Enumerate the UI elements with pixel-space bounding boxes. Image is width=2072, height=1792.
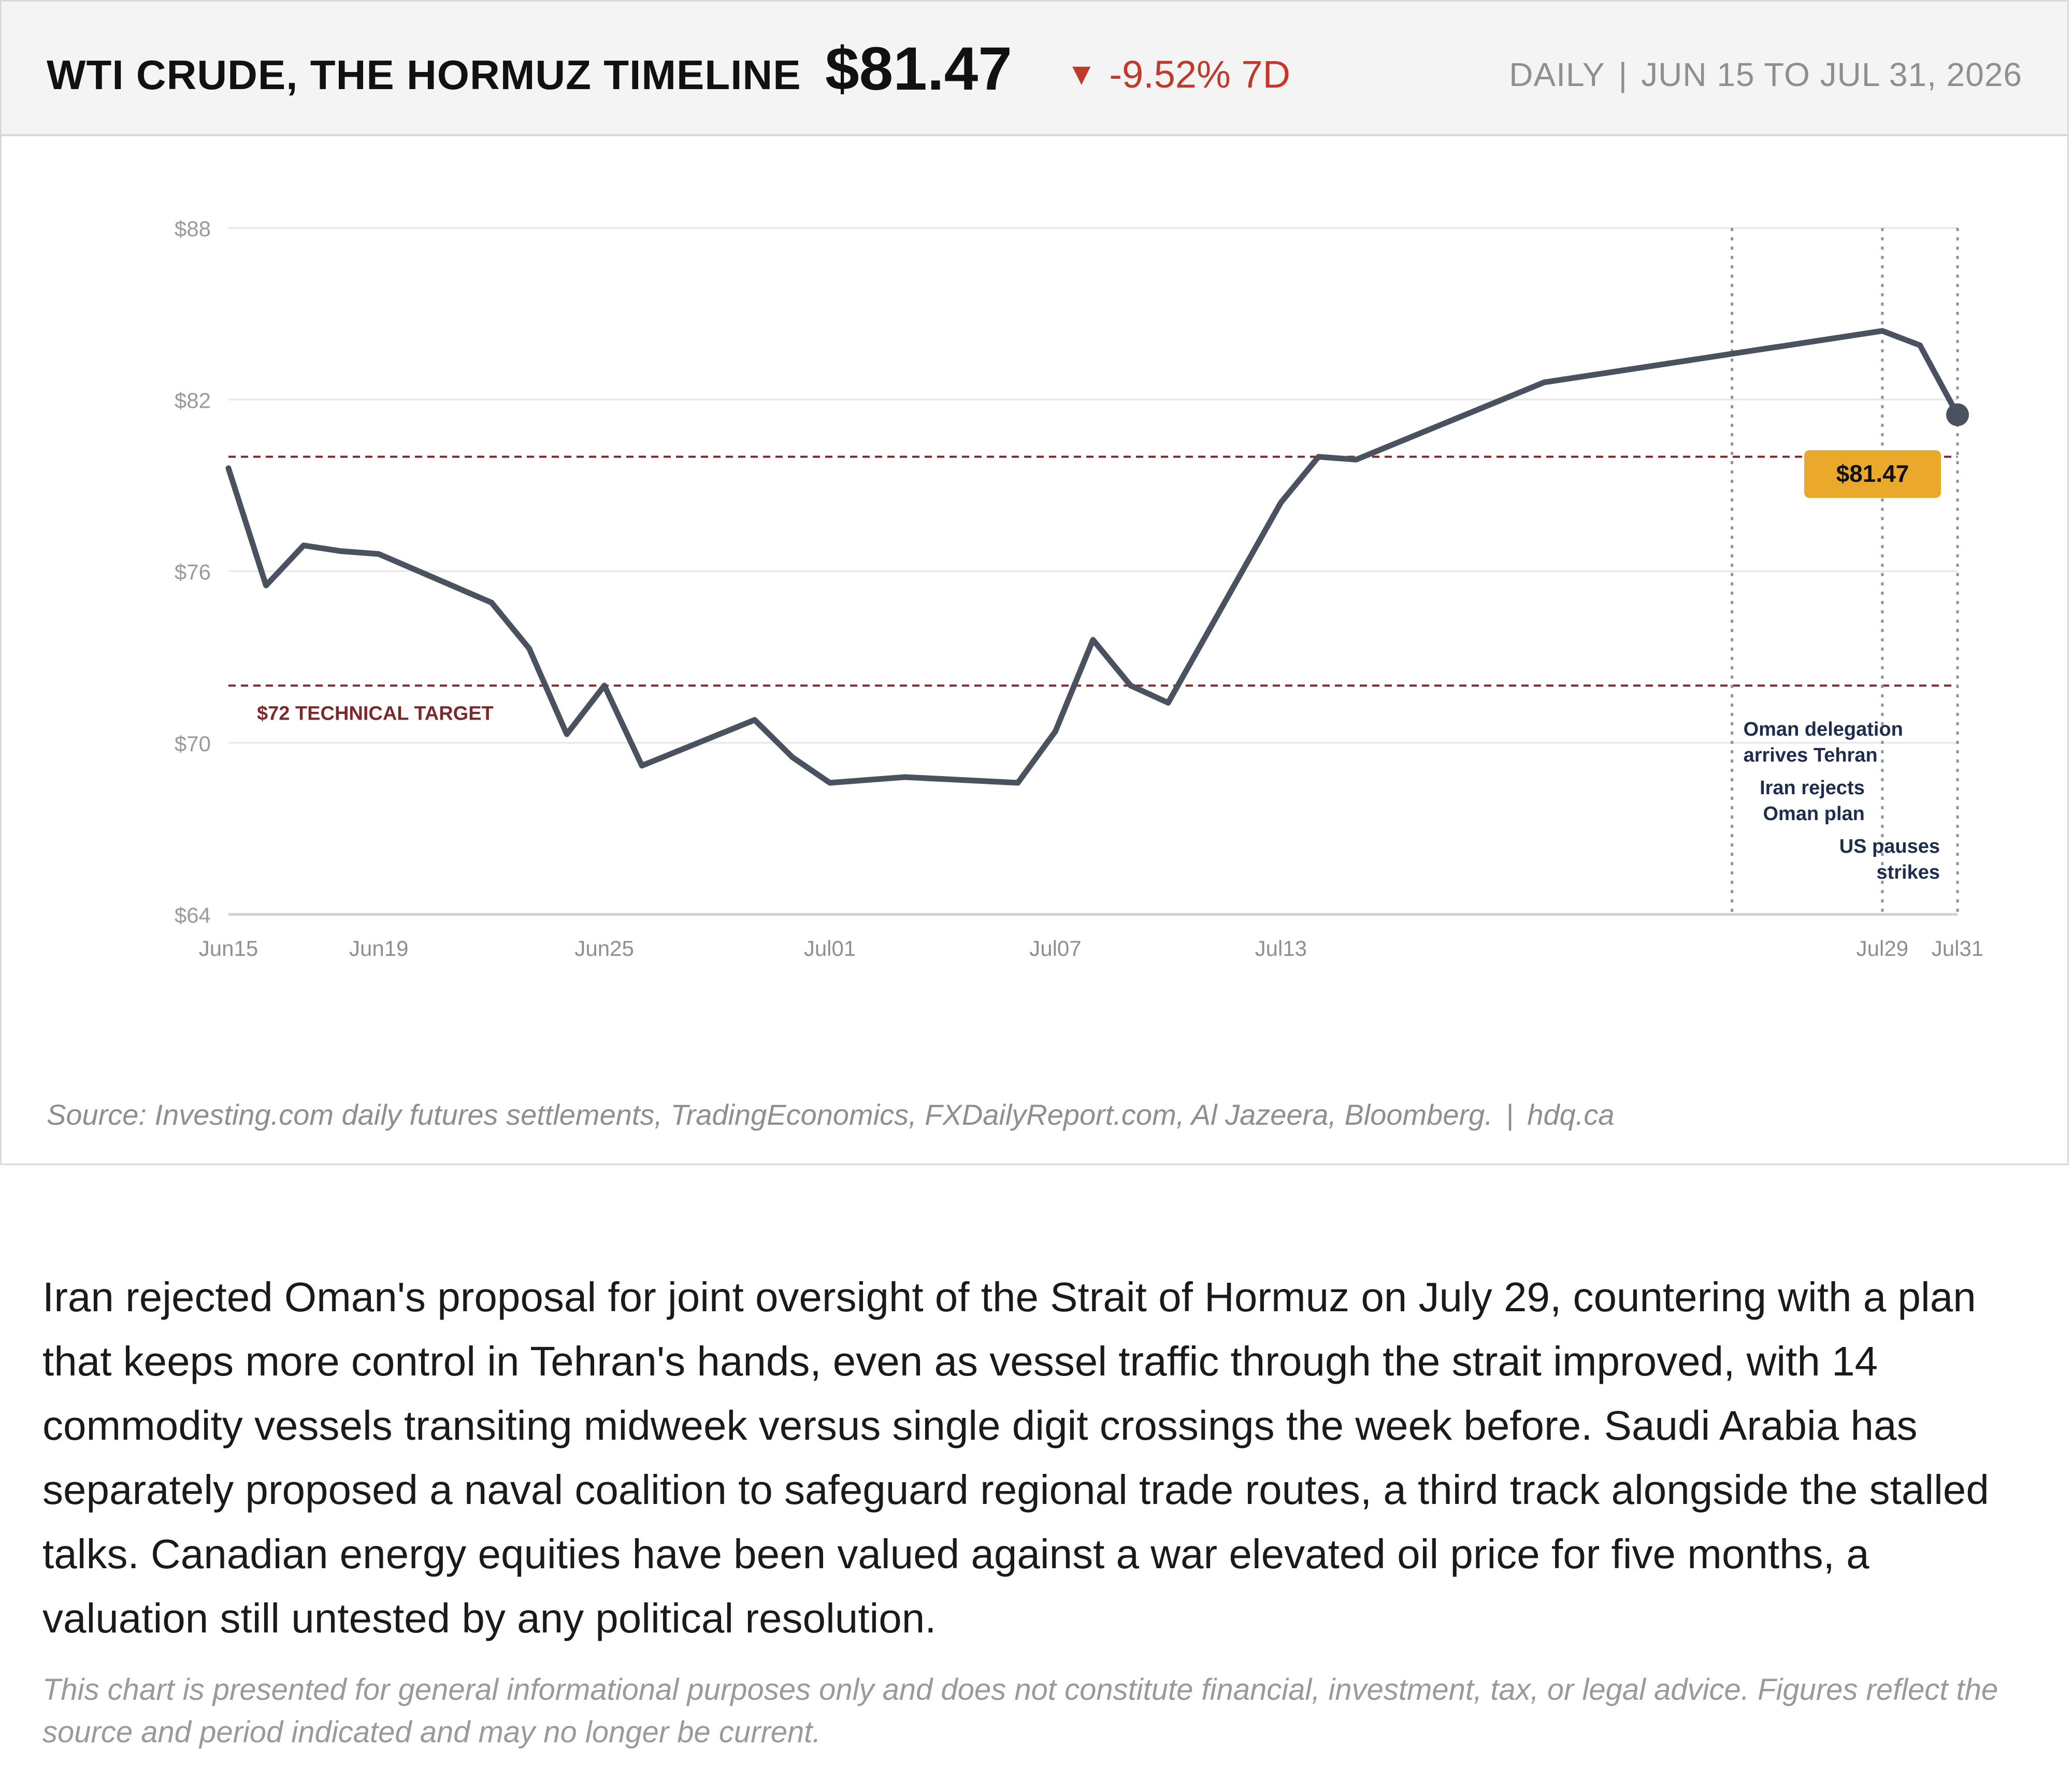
x-tick-label: Jul13	[1255, 936, 1307, 960]
last-value-label: $81.47	[1836, 460, 1909, 487]
event-label-line: Iran rejects	[1760, 777, 1865, 799]
chart-header: WTI CRUDE, THE HORMUZ TIMELINE $81.47 ▼ -…	[2, 2, 2067, 136]
disclaimer: This chart is presented for general info…	[42, 1673, 1998, 1749]
event-label: US pauses strikes	[1839, 836, 1940, 883]
reference-lines: $72 TECHNICAL TARGET	[228, 455, 1958, 724]
frequency-label: DAILY	[1509, 56, 1605, 93]
price-change: ▼ -9.52% 7D	[1066, 52, 1290, 96]
last-point-marker	[1946, 403, 1969, 426]
y-tick-label: $70	[175, 732, 211, 756]
source-separator: |	[1506, 1098, 1514, 1131]
x-tick-label: Jun19	[349, 936, 408, 960]
article-body: Iran rejected Oman's proposal for joint …	[42, 1274, 1989, 1641]
price-change-value: -9.52% 7D	[1109, 53, 1291, 96]
grid-layer: $88 $82 $76 $70 $64 Jun15 Jun19 Jun25 Jul01 Jul07…	[175, 217, 1983, 960]
chart-card: WTI CRUDE, THE HORMUZ TIMELINE $81.47 ▼ -…	[0, 0, 2069, 1165]
current-price: $81.47	[825, 35, 1012, 103]
y-tick-label: $82	[175, 388, 211, 412]
range-separator: |	[1618, 56, 1628, 93]
x-tick-label: Jul07	[1029, 936, 1081, 960]
event-label: Oman delegation arrives Tehran	[1744, 719, 1903, 766]
x-tick-label: Jul29	[1857, 936, 1908, 960]
x-tick-label: Jun25	[574, 936, 634, 960]
price-line	[225, 328, 1961, 786]
x-tick-label: Jun15	[199, 936, 258, 960]
date-range-label: JUN 15 TO JUL 31, 2026	[1641, 56, 2022, 93]
down-arrow-icon: ▼	[1066, 56, 1097, 91]
event-lines	[1731, 228, 1959, 914]
event-label-line: US pauses	[1839, 836, 1940, 857]
source-text: Source: Investing.com daily futures sett…	[47, 1098, 1493, 1131]
date-range: DAILY | JUN 15 TO JUL 31, 2026	[1509, 55, 2022, 94]
event-label-line: strikes	[1876, 862, 1940, 883]
x-tick-label: Jul01	[804, 936, 856, 960]
event-label: Iran rejects Oman plan	[1760, 777, 1865, 825]
price-chart: $88 $82 $76 $70 $64 Jun15 Jun19 Jun25 Jul01 Jul07…	[175, 217, 1983, 960]
y-tick-label: $76	[175, 560, 211, 584]
y-tick-label: $64	[175, 903, 211, 927]
x-tick-label: Jul31	[1932, 936, 1983, 960]
y-tick-label: $88	[175, 217, 211, 241]
source-note: Source: Investing.com daily futures sett…	[47, 1098, 1615, 1131]
last-value-badge	[1804, 450, 1941, 498]
event-label-line: Oman delegation	[1744, 719, 1903, 740]
event-label-line: arrives Tehran	[1744, 744, 1878, 766]
reference-label: $72 TECHNICAL TARGET	[257, 703, 494, 724]
series-layer	[225, 328, 1969, 786]
event-label-line: Oman plan	[1763, 803, 1864, 825]
chart-title: WTI CRUDE, THE HORMUZ TIMELINE	[47, 52, 801, 98]
site-link[interactable]: hdq.ca	[1527, 1098, 1615, 1131]
annotation-layer: Oman delegation arrives Tehran Iran reject…	[1744, 450, 1941, 883]
